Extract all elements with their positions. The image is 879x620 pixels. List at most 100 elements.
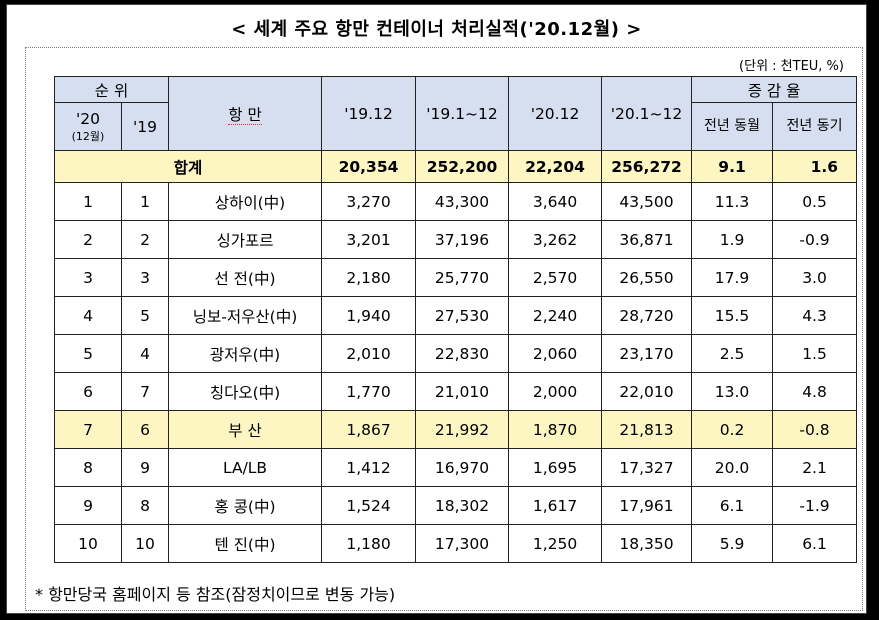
port-name: 부 산 [168, 410, 323, 449]
rank-19: 7 [120, 372, 170, 411]
header-port-text: 항 만 [228, 105, 262, 125]
change-ytd: -0.9 [772, 220, 858, 259]
page-title-text: < 세계 주요 항만 컨테이너 처리실적('20.12월) > [231, 19, 642, 40]
value-1912: 1,180 [321, 524, 417, 563]
port-name: 선 전(中) [168, 258, 323, 297]
change-mom: 2.5 [691, 334, 774, 373]
value-1912: 1,940 [321, 296, 417, 335]
value-1901-12: 37,196 [415, 220, 510, 259]
header-rank: 순 위 [53, 76, 170, 103]
value-2001-12: 17,961 [601, 486, 693, 525]
port-name: 닝보-저우산(中) [168, 296, 323, 335]
value-2001-12: 28,720 [601, 296, 693, 335]
rank-20: 5 [54, 334, 122, 373]
change-mom: 1.9 [691, 220, 774, 259]
total-label: 합계 [53, 150, 323, 183]
rank-19: 4 [120, 334, 170, 373]
rank-20: 3 [54, 258, 122, 297]
rank-19: 2 [120, 220, 170, 259]
header-change: 증 감 율 [691, 76, 858, 103]
table-row: 6 7 칭다오(中) 1,770 21,010 2,000 22,010 13.0 4.8 [54, 372, 858, 411]
rank-20: 9 [54, 486, 122, 525]
change-mom: 6.1 [691, 486, 774, 525]
value-2012: 3,640 [508, 182, 603, 221]
page-title: < 세계 주요 항만 컨테이너 처리실적('20.12월) > [7, 15, 866, 41]
value-2012: 1,695 [508, 448, 603, 487]
value-1912: 3,270 [321, 182, 417, 221]
header-rank-20-label: '20 [76, 109, 100, 128]
rank-20: 10 [54, 524, 122, 563]
value-2012: 2,060 [508, 334, 603, 373]
total-row: 합계 20,354 252,200 22,204 256,272 9.1 1.6 [53, 150, 858, 183]
rank-19: 6 [120, 410, 170, 449]
change-ytd: 1.5 [772, 334, 858, 373]
change-ytd: 4.3 [772, 296, 858, 335]
header-1901-12: '19.1~12 [415, 76, 510, 151]
header-change-ytd: 전년 동기 [772, 102, 858, 151]
value-2001-12: 17,327 [601, 448, 693, 487]
total-1912: 20,354 [321, 150, 417, 183]
value-1901-12: 43,300 [415, 182, 510, 221]
value-2001-12: 22,010 [601, 372, 693, 411]
rank-19: 3 [120, 258, 170, 297]
change-ytd: -0.8 [772, 410, 858, 449]
change-ytd: 2.1 [772, 448, 858, 487]
table-row: 1 1 상하이(中) 3,270 43,300 3,640 43,500 11.3 0.5 [54, 182, 858, 221]
port-name: LA/LB [168, 448, 323, 487]
value-1901-12: 21,010 [415, 372, 510, 411]
value-1901-12: 17,300 [415, 524, 510, 563]
change-ytd: 4.8 [772, 372, 858, 411]
table-row: 8 9 LA/LB 1,412 16,970 1,695 17,327 20.0 2.1 [54, 448, 858, 487]
value-1912: 1,770 [321, 372, 417, 411]
footnote: * 항만당국 홈페이지 등 참조(잠정치이므로 변동 가능) [35, 585, 396, 604]
total-mom: 9.1 [691, 150, 774, 183]
change-ytd: 0.5 [772, 182, 858, 221]
value-1901-12: 18,302 [415, 486, 510, 525]
rank-20: 4 [54, 296, 122, 335]
value-1912: 1,867 [321, 410, 417, 449]
value-1912: 2,180 [321, 258, 417, 297]
rank-20: 6 [54, 372, 122, 411]
port-name: 광저우(中) [168, 334, 323, 373]
value-2001-12: 21,813 [601, 410, 693, 449]
value-2012: 2,240 [508, 296, 603, 335]
value-1901-12: 27,530 [415, 296, 510, 335]
rank-20: 7 [54, 410, 122, 449]
change-mom: 5.9 [691, 524, 774, 563]
value-1912: 2,010 [321, 334, 417, 373]
header-port: 항 만 [168, 76, 323, 151]
change-ytd: -1.9 [772, 486, 858, 525]
value-2012: 2,570 [508, 258, 603, 297]
value-2001-12: 18,350 [601, 524, 693, 563]
header-1912: '19.12 [321, 76, 417, 151]
change-mom: 20.0 [691, 448, 774, 487]
value-1901-12: 16,970 [415, 448, 510, 487]
value-2001-12: 23,170 [601, 334, 693, 373]
document-frame: < 세계 주요 항만 컨테이너 처리실적('20.12월) > (단위 : 천T… [6, 4, 867, 614]
header-2012: '20.12 [508, 76, 603, 151]
total-2001-12: 256,272 [601, 150, 693, 183]
value-2012: 1,250 [508, 524, 603, 563]
port-name: 상하이(中) [168, 182, 323, 221]
value-1912: 1,412 [321, 448, 417, 487]
rank-20: 8 [54, 448, 122, 487]
rank-19: 10 [120, 524, 170, 563]
value-2012: 1,870 [508, 410, 603, 449]
header-2001-12: '20.1~12 [601, 76, 693, 151]
table-row: 5 4 광저우(中) 2,010 22,830 2,060 23,170 2.5 1.5 [54, 334, 858, 373]
content-box [25, 47, 863, 611]
change-mom: 15.5 [691, 296, 774, 335]
value-2001-12: 26,550 [601, 258, 693, 297]
port-name: 텐 진(中) [168, 524, 323, 563]
header-rank-19: '19 [120, 102, 170, 151]
table-row: 10 10 텐 진(中) 1,180 17,300 1,250 18,350 5.9 6.1 [54, 524, 858, 563]
change-ytd: 3.0 [772, 258, 858, 297]
port-name: 칭다오(中) [168, 372, 323, 411]
header-rank-20-sub: (12월) [71, 129, 105, 143]
rank-19: 5 [120, 296, 170, 335]
value-2001-12: 43,500 [601, 182, 693, 221]
port-name: 싱가포르 [168, 220, 323, 259]
total-1901-12: 252,200 [415, 150, 510, 183]
